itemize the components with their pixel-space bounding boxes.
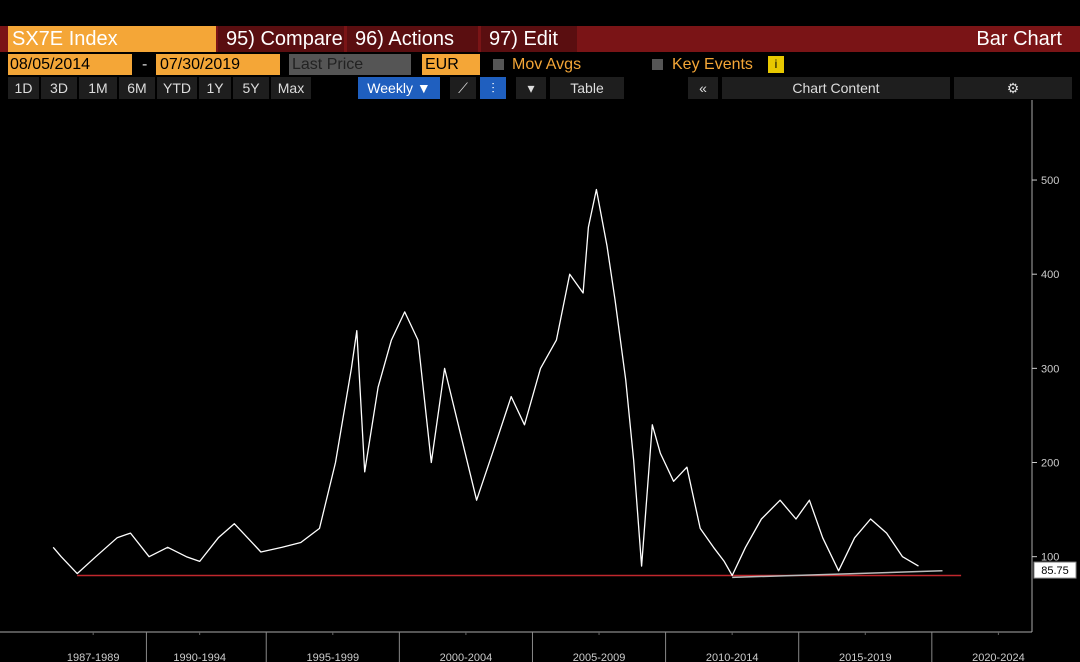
date-separator: - [142, 56, 148, 73]
checkbox[interactable] [652, 59, 663, 70]
x-tick-label: 2005-2009 [573, 652, 626, 662]
frequency-select[interactable]: Weekly ▼ [358, 77, 440, 99]
checkbox[interactable] [493, 59, 504, 70]
last-value-box [1033, 561, 1077, 579]
x-tick-label: 1995-1999 [306, 652, 359, 662]
last-value-label: 85.75 [1041, 565, 1069, 577]
bar-icon[interactable]: ⫶ [480, 77, 506, 99]
y-tick-label: 200 [1041, 458, 1059, 470]
title-bar: SX7E Index 95) Compare 96) Actions 97) E… [0, 26, 1080, 52]
security-field[interactable]: SX7E Index [8, 26, 216, 52]
menu-button[interactable]: 97) Edit [481, 26, 577, 52]
x-tick-label: 2020-2024 [972, 652, 1025, 662]
period-button[interactable]: 6M [119, 77, 155, 99]
period-bar: 1D 3D 1M 6M YTD 1Y 5Y Max Weekly ▼ ⟋ ⫶ ▾ Table «Chart… [0, 77, 1080, 99]
period-button[interactable]: 5Y [233, 77, 269, 99]
period-button[interactable]: YTD [157, 77, 197, 99]
period-button[interactable]: 1Y [199, 77, 231, 99]
x-tick-label: 1987-1989 [67, 652, 120, 662]
collapse-button[interactable]: « [688, 77, 718, 99]
period-button[interactable]: Max [271, 77, 311, 99]
chart-content-button[interactable]: Chart Content [722, 77, 950, 99]
y-tick-label: 400 [1041, 269, 1059, 281]
mov-avgs[interactable]: Mov Avgs [512, 56, 582, 73]
period-button[interactable]: 3D [41, 77, 77, 99]
start-date[interactable]: 08/05/2014 [8, 54, 132, 75]
end-date[interactable]: 07/30/2019 [156, 54, 280, 75]
y-tick-label: 500 [1041, 175, 1059, 187]
x-tick-label: 2010-2014 [706, 652, 759, 662]
key-events[interactable]: Key Events [672, 56, 753, 73]
dropdown[interactable]: ▾ [516, 77, 546, 99]
settings-button[interactable]: ⚙ [954, 77, 1072, 99]
price-line [52, 188, 919, 577]
y-tick-label: 100 [1041, 552, 1059, 564]
y-tick-label: 300 [1041, 363, 1059, 375]
table-button[interactable]: Table [550, 77, 624, 99]
x-tick-label: 2015-2019 [839, 652, 892, 662]
period-button[interactable]: 1M [79, 77, 117, 99]
currency-select[interactable]: EUR [422, 54, 480, 75]
menu-button[interactable]: 95) Compare [218, 26, 344, 52]
x-tick-label: 1990-1994 [173, 652, 226, 662]
field-select[interactable]: Last Price [289, 54, 411, 75]
reference-line [732, 570, 943, 579]
info-icon[interactable]: i [768, 56, 784, 73]
x-tick-label: 2000-2004 [440, 652, 493, 662]
period-button[interactable]: 1D [8, 77, 39, 99]
chart-mode: Bar Chart [976, 28, 1062, 50]
line-icon[interactable]: ⟋ [450, 77, 476, 99]
settings-bar: 08/05/2014 - 07/30/2019 Last Price EUR M… [0, 54, 1080, 75]
menu-button[interactable]: 96) Actions [347, 26, 478, 52]
